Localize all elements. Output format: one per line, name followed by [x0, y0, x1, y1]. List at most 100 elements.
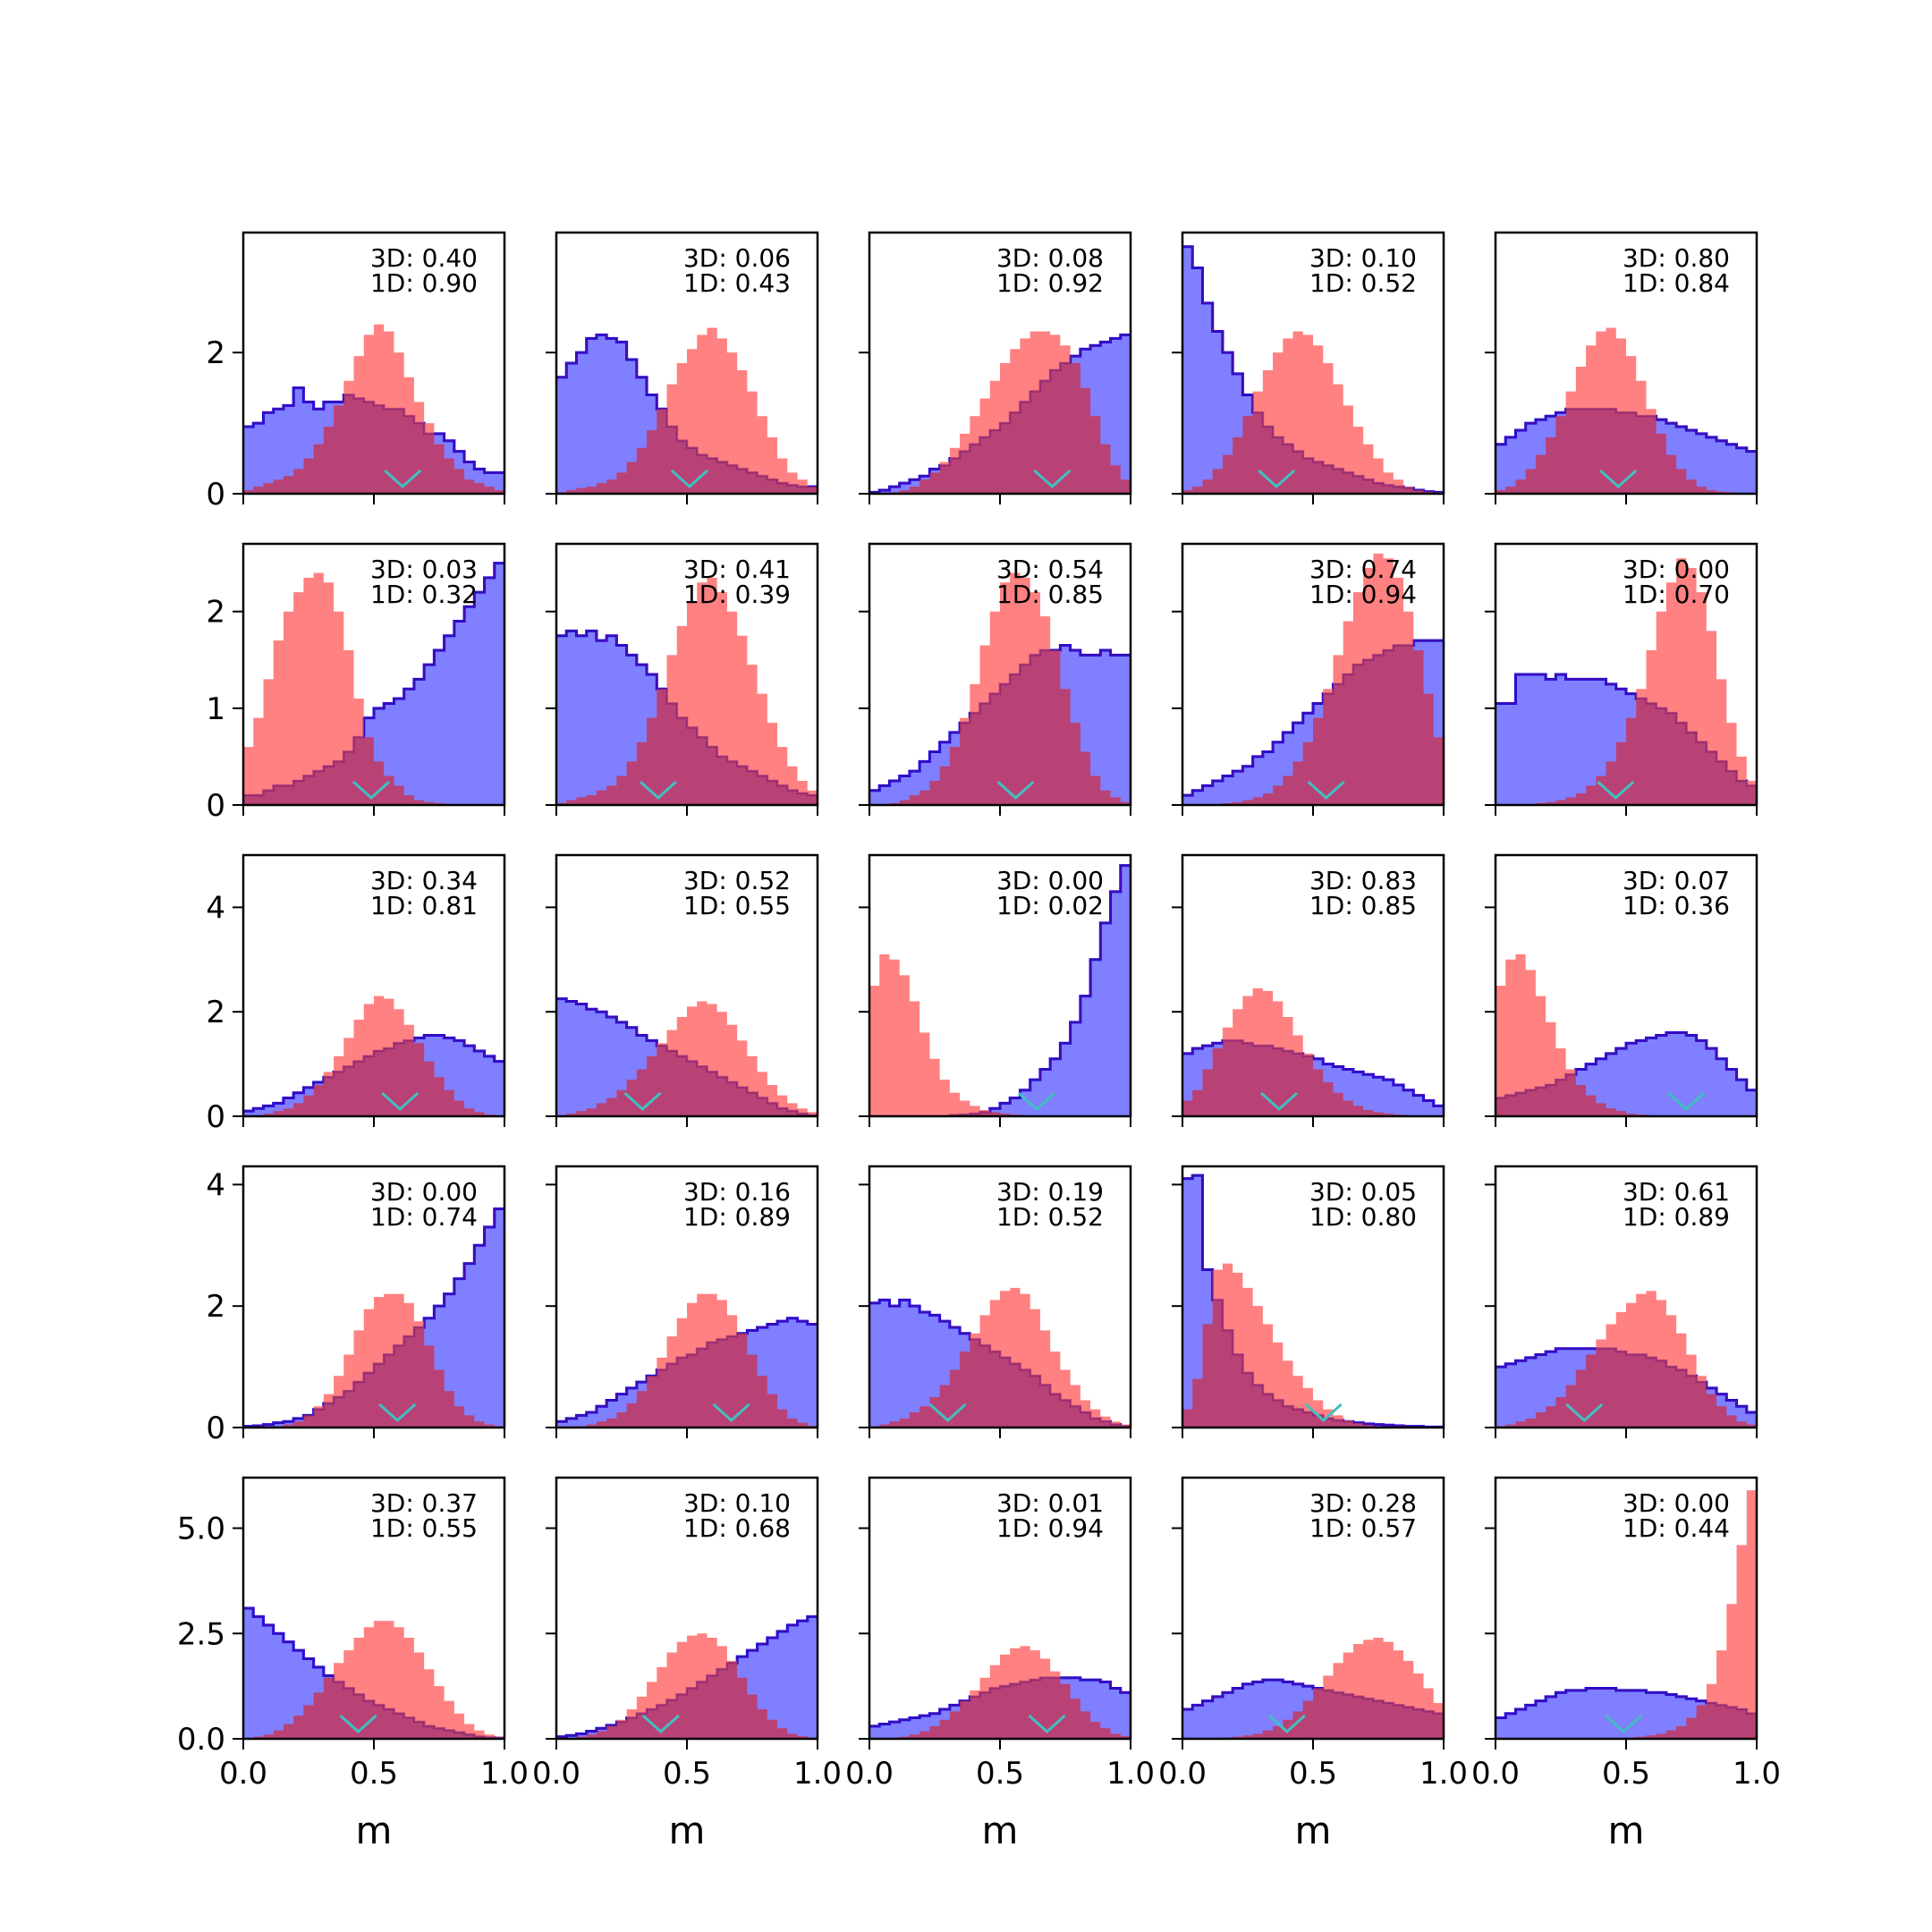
estimate-marker: [1565, 1402, 1604, 1423]
annotation-3d: 3D: 0.10: [683, 1488, 791, 1518]
x-axis-label: m: [669, 1809, 706, 1852]
overlap-outline: [1182, 1039, 1444, 1107]
annotation-1d: 1D: 0.52: [1309, 268, 1417, 298]
estimate-marker: [1597, 780, 1635, 801]
annotation-1d: 1D: 0.32: [370, 580, 478, 609]
plot-area: [869, 1287, 1131, 1428]
annotation-1d: 1D: 0.85: [996, 580, 1104, 609]
overlap-fill: [1182, 645, 1444, 805]
overlap-fill: [1496, 409, 1757, 494]
overlap-fill: [243, 394, 504, 494]
x-tick-label: 0.5: [663, 1756, 711, 1792]
annotation-1d: 1D: 0.68: [683, 1513, 791, 1543]
plot-area: [243, 562, 504, 805]
annotation-3d: 3D: 0.19: [996, 1177, 1104, 1207]
estimate-marker: [1033, 469, 1072, 489]
annotation-3d: 3D: 0.00: [370, 1177, 478, 1207]
estimate-marker: [641, 1714, 680, 1734]
overlap-outline: [1182, 1679, 1444, 1715]
x-tick-label: 0.0: [1471, 1756, 1520, 1792]
plot-area: [556, 1614, 818, 1739]
annotation-3d: 3D: 0.41: [683, 555, 791, 584]
x-tick-label: 0.0: [532, 1756, 580, 1792]
plot-area: [243, 324, 504, 494]
overlap-fill: [1496, 1074, 1757, 1116]
estimate-marker: [1017, 1091, 1055, 1112]
x-axis-label: m: [356, 1809, 393, 1852]
overlap-outline: [1182, 245, 1444, 494]
annotation-3d: 3D: 0.10: [1309, 243, 1417, 273]
y-tick-label: 2: [206, 1289, 225, 1325]
annotation-3d: 3D: 0.52: [683, 866, 791, 895]
overlap-fill: [243, 1326, 504, 1428]
estimate-marker: [1307, 780, 1345, 801]
annotation-1d: 1D: 0.57: [1309, 1513, 1417, 1543]
blue-histogram-fill: [869, 865, 1131, 1116]
annotation-1d: 1D: 0.43: [683, 268, 791, 298]
plot-area: [243, 1606, 504, 1739]
overlap-outline: [556, 1317, 818, 1423]
overlap-outline: [869, 644, 1131, 792]
annotation-1d: 1D: 0.85: [1309, 891, 1417, 920]
annotation-3d: 3D: 0.34: [370, 866, 478, 895]
x-tick-label: 1.0: [1419, 1756, 1468, 1792]
y-tick-label: 1: [206, 691, 225, 727]
overlap-outline: [1496, 674, 1757, 787]
overlap-outline: [1496, 1687, 1757, 1719]
overlap-outline: [243, 386, 504, 474]
overlap-outline: [1496, 408, 1757, 453]
overlap-outline: [1496, 1347, 1757, 1414]
estimate-marker: [670, 469, 708, 489]
overlap-fill: [869, 1339, 1131, 1428]
x-tick-label: 0.0: [845, 1756, 894, 1792]
y-tick-label: 2: [206, 595, 225, 631]
overlap-outline: [243, 1208, 504, 1428]
plot-area: [1182, 1174, 1444, 1428]
annotation-3d: 3D: 0.00: [1623, 555, 1730, 584]
overlap-fill: [869, 1677, 1131, 1739]
overlap-outline: [869, 1676, 1131, 1727]
estimate-marker: [352, 780, 391, 801]
overlap-fill: [243, 1677, 504, 1739]
annotation-1d: 1D: 0.89: [683, 1202, 791, 1232]
annotation-1d: 1D: 0.94: [1309, 580, 1417, 609]
blue-histogram-fill: [556, 335, 818, 494]
estimate-marker: [1258, 469, 1296, 489]
annotation-1d: 1D: 0.55: [683, 891, 791, 920]
annotation-3d: 3D: 0.00: [996, 866, 1104, 895]
x-tick-label: 0.5: [1602, 1756, 1650, 1792]
red-histogram-fill: [556, 327, 818, 494]
plot-area: [1496, 558, 1757, 805]
blue-histogram-fill: [243, 563, 504, 805]
estimate-marker: [1260, 1091, 1299, 1112]
x-tick-label: 1.0: [1106, 1756, 1155, 1792]
estimate-marker: [381, 1091, 419, 1112]
overlap-outline: [556, 334, 818, 488]
annotation-1d: 1D: 0.39: [683, 580, 791, 609]
plot-area: [869, 331, 1131, 494]
x-tick-label: 1.0: [793, 1756, 842, 1792]
estimate-marker: [1267, 1714, 1306, 1734]
overlap-outline: [1496, 1031, 1757, 1099]
y-tick-label: 0: [206, 1411, 225, 1446]
annotation-3d: 3D: 0.83: [1309, 866, 1417, 895]
plot-area: [1496, 1490, 1757, 1739]
annotation-3d: 3D: 0.61: [1623, 1177, 1730, 1207]
x-axis-label: m: [982, 1809, 1019, 1852]
x-axis-label: m: [1295, 1809, 1332, 1852]
annotation-1d: 1D: 0.70: [1623, 580, 1730, 609]
plot-area: [556, 1293, 818, 1428]
